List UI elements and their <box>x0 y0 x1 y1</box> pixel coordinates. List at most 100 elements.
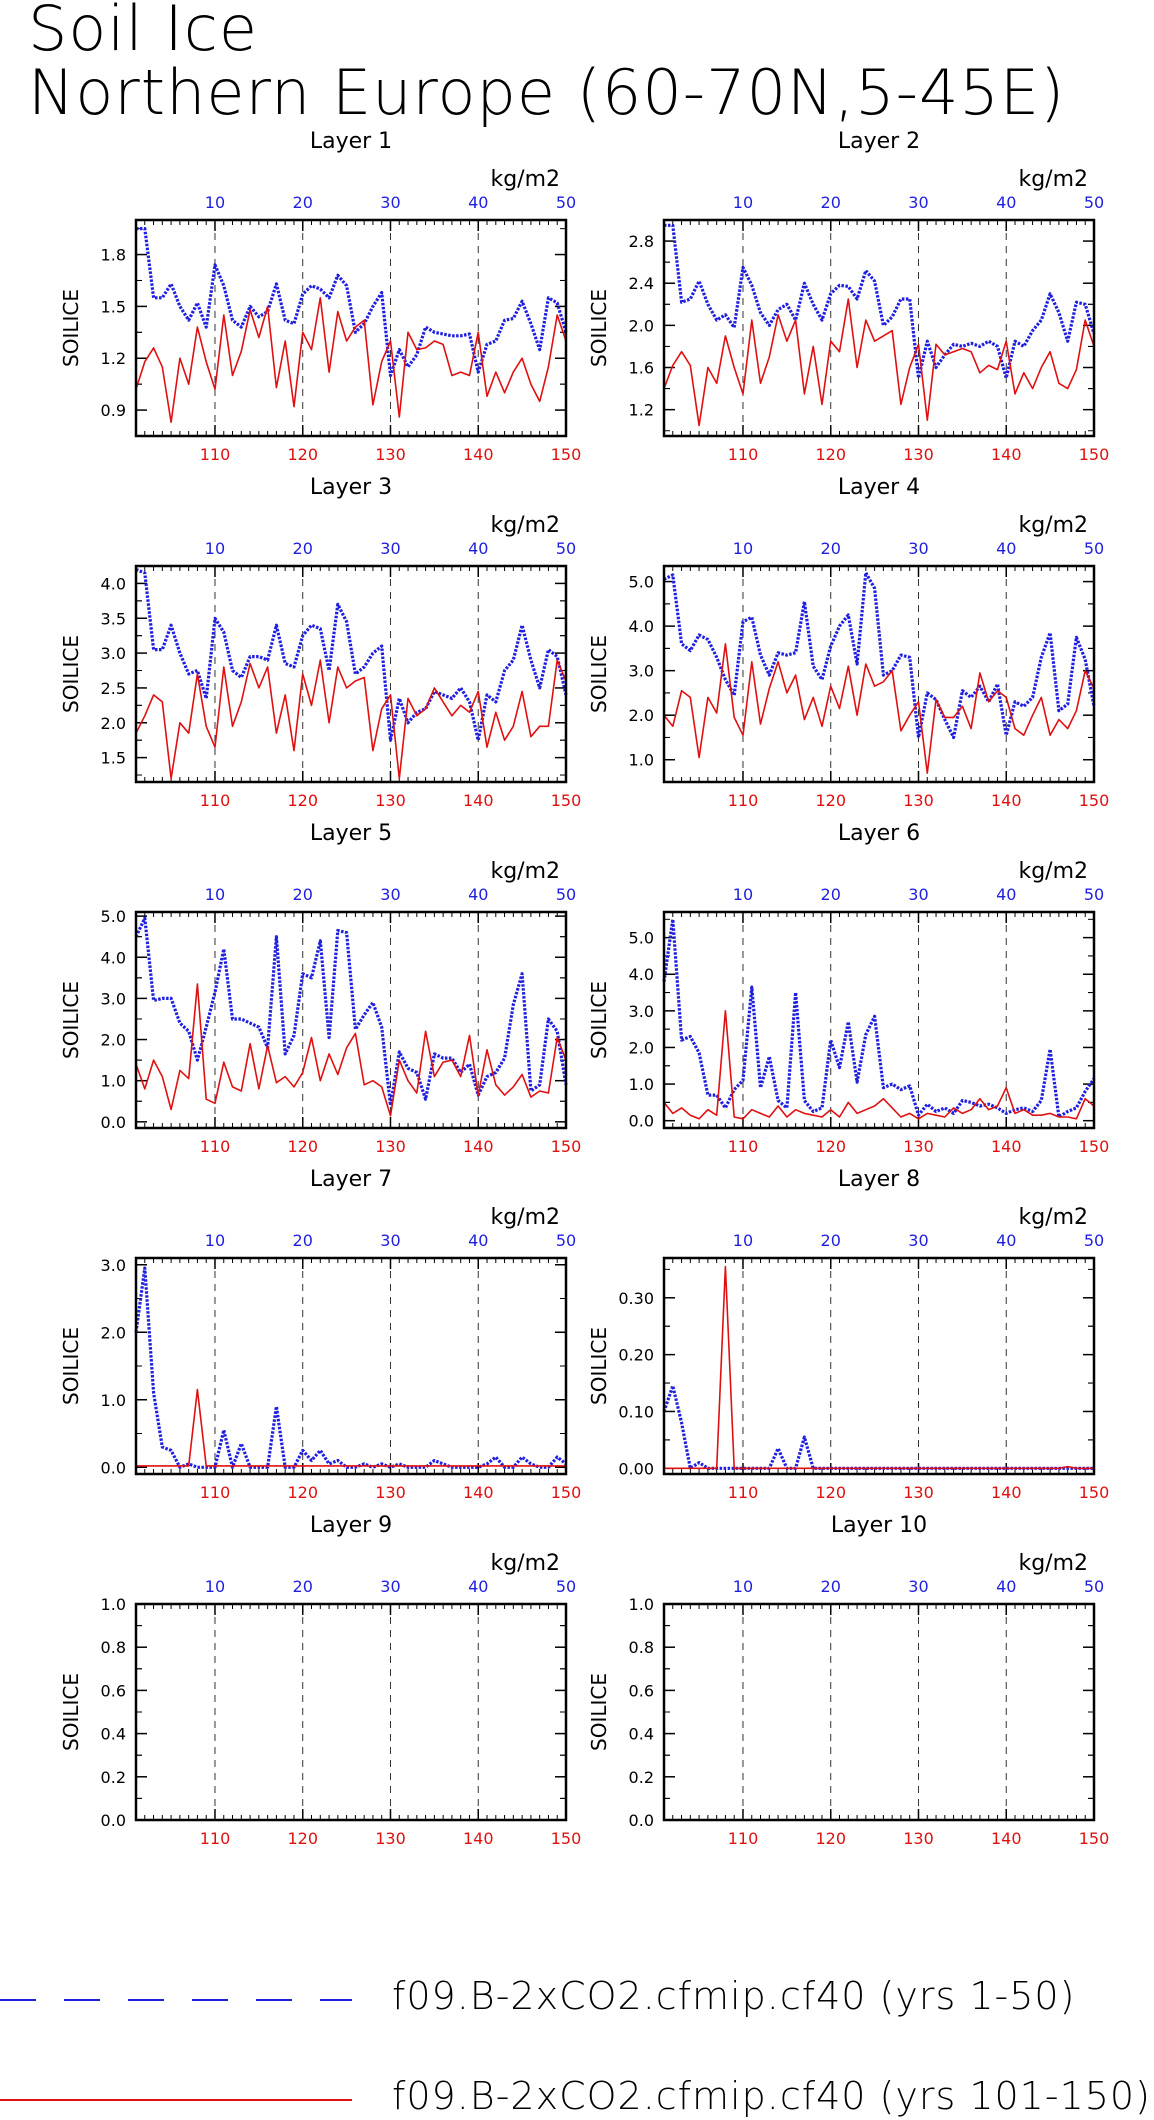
top-axis-label: kg/m2 <box>1018 859 1088 884</box>
y-tick-label: 1.6 <box>629 359 654 378</box>
x-tick-label-top: 20 <box>821 193 841 212</box>
x-tick-label-bottom: 130 <box>903 445 934 464</box>
x-tick-label-bottom: 140 <box>463 1483 494 1502</box>
y-tick-label: 0.20 <box>618 1346 654 1365</box>
x-tick-label-top: 50 <box>556 885 576 904</box>
chart-title: Layer 6 <box>838 821 920 846</box>
y-axis-label: SOILICE <box>59 635 83 713</box>
x-tick-label-bottom: 110 <box>200 1829 231 1848</box>
x-tick-label-top: 50 <box>1084 539 1104 558</box>
chart-panel: Layer 7 kg/m2 SOILICE 110 120 130 140 150 10 20 30… <box>59 1167 581 1502</box>
x-tick-label-bottom: 120 <box>287 1483 318 1502</box>
y-tick-label: 1.0 <box>101 1391 126 1410</box>
plot-frame <box>134 1602 568 1822</box>
x-tick-label-top: 20 <box>293 1577 313 1596</box>
chart-panel: Layer 3 kg/m2 SOILICE 110 120 130 140 150 10 20 30… <box>59 475 581 810</box>
x-tick-label-bottom: 110 <box>200 1483 231 1502</box>
y-tick-label: 1.5 <box>101 297 126 316</box>
x-tick-label-top: 10 <box>205 193 225 212</box>
x-tick-label-bottom: 130 <box>375 1483 406 1502</box>
top-axis-label: kg/m2 <box>1018 1551 1088 1576</box>
y-tick-label: 4.0 <box>101 574 126 593</box>
x-tick-label-bottom: 150 <box>1079 1483 1110 1502</box>
y-tick-label: 2.0 <box>101 1323 126 1342</box>
series-line-yrs-101-150 <box>663 643 1095 774</box>
plot-frame <box>134 910 568 1130</box>
x-tick-label-top: 40 <box>468 885 488 904</box>
x-tick-label-bottom: 140 <box>991 791 1022 810</box>
y-tick-label: 0.30 <box>618 1289 654 1308</box>
x-tick-label-bottom: 120 <box>815 445 846 464</box>
x-tick-label-top: 30 <box>908 539 928 558</box>
x-tick-label-top: 30 <box>380 1231 400 1250</box>
x-tick-label-top: 50 <box>1084 1577 1104 1596</box>
x-tick-label-bottom: 140 <box>991 1829 1022 1848</box>
y-tick-label: 2.0 <box>629 1038 654 1057</box>
y-tick-label: 0.4 <box>629 1725 654 1744</box>
legend-lines <box>0 1999 352 2101</box>
x-tick-label-top: 20 <box>821 885 841 904</box>
top-axis-label: kg/m2 <box>1018 1205 1088 1230</box>
y-tick-label: 1.5 <box>101 749 126 768</box>
series-line-yrs-101-150 <box>664 1265 1094 1470</box>
x-tick-label-bottom: 140 <box>991 445 1022 464</box>
y-axis-label: SOILICE <box>587 1673 611 1751</box>
top-axis-label: kg/m2 <box>1018 513 1088 538</box>
x-tick-label-top: 40 <box>468 193 488 212</box>
series-line-yrs-101-150 <box>135 659 567 780</box>
y-tick-label: 5.0 <box>629 929 654 948</box>
chart-title: Layer 1 <box>310 129 392 154</box>
y-tick-label: 4.0 <box>101 948 126 967</box>
x-tick-label-top: 50 <box>556 539 576 558</box>
chart-panel: Layer 9 kg/m2 SOILICE 110 120 130 140 150 10 20 30… <box>59 1513 581 1848</box>
y-axis-label: SOILICE <box>59 981 83 1059</box>
chart-title: Layer 8 <box>838 1167 920 1192</box>
x-tick-label-top: 50 <box>1084 1231 1104 1250</box>
chart-title: Layer 2 <box>838 129 920 154</box>
x-tick-label-top: 50 <box>1084 885 1104 904</box>
x-tick-label-bottom: 120 <box>815 1137 846 1156</box>
y-tick-label: 0.00 <box>618 1459 654 1478</box>
y-tick-label: 0.6 <box>629 1681 654 1700</box>
y-tick-label: 0.0 <box>629 1112 654 1131</box>
y-tick-label: 1.0 <box>629 751 654 770</box>
chart-panel: Layer 1 kg/m2 SOILICE 110 120 130 140 150 10 20 30… <box>59 129 581 464</box>
y-tick-label: 1.0 <box>629 1075 654 1094</box>
y-tick-label: 2.5 <box>101 679 126 698</box>
x-tick-label-top: 10 <box>733 1231 753 1250</box>
x-tick-label-top: 20 <box>821 539 841 558</box>
x-tick-label-top: 10 <box>205 885 225 904</box>
x-tick-label-top: 10 <box>205 539 225 558</box>
x-tick-label-top: 30 <box>908 193 928 212</box>
x-tick-label-top: 10 <box>733 193 753 212</box>
plot-frame <box>134 1256 568 1476</box>
top-axis-label: kg/m2 <box>490 859 560 884</box>
chart-panel: Layer 5 kg/m2 SOILICE 110 120 130 140 150 10 20 30… <box>59 821 581 1156</box>
x-tick-label-bottom: 110 <box>200 445 231 464</box>
x-tick-label-bottom: 150 <box>551 791 582 810</box>
y-tick-label: 1.0 <box>101 1595 126 1614</box>
x-tick-label-bottom: 130 <box>375 1137 406 1156</box>
x-tick-label-bottom: 120 <box>287 445 318 464</box>
x-tick-label-bottom: 120 <box>815 1483 846 1502</box>
y-tick-label: 0.2 <box>629 1768 654 1787</box>
x-tick-label-bottom: 140 <box>463 791 494 810</box>
chart-panel: Layer 6 kg/m2 SOILICE 110 120 130 140 150 10 20 30… <box>587 821 1109 1156</box>
chart-title: Layer 3 <box>310 475 392 500</box>
x-tick-label-top: 40 <box>468 1231 488 1250</box>
plot-frame <box>662 910 1096 1130</box>
chart-title: Layer 4 <box>838 475 920 500</box>
top-axis-label: kg/m2 <box>490 1205 560 1230</box>
chart-title: Layer 5 <box>310 821 392 846</box>
y-tick-label: 2.0 <box>101 1031 126 1050</box>
y-tick-label: 0.0 <box>101 1458 126 1477</box>
x-tick-label-bottom: 120 <box>287 791 318 810</box>
x-tick-label-top: 20 <box>293 539 313 558</box>
x-tick-label-bottom: 110 <box>200 791 231 810</box>
series-line-yrs-101-150 <box>663 298 1095 427</box>
x-tick-label-bottom: 140 <box>991 1483 1022 1502</box>
y-axis-label: SOILICE <box>587 1327 611 1405</box>
x-tick-label-top: 40 <box>996 885 1016 904</box>
x-tick-label-bottom: 130 <box>903 1483 934 1502</box>
top-axis-label: kg/m2 <box>1018 167 1088 192</box>
